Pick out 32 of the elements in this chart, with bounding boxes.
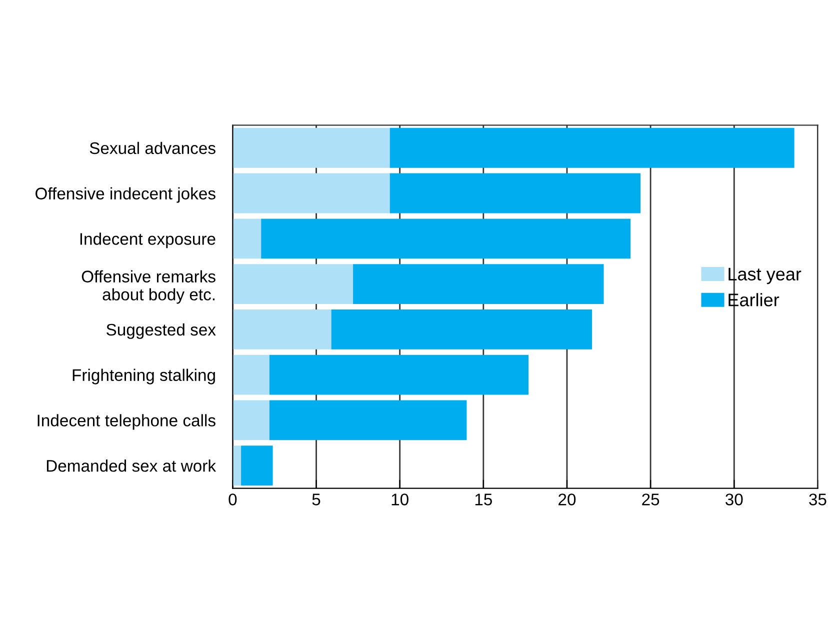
x-tick-label: 35	[809, 494, 826, 506]
x-tick-label: 30	[725, 494, 743, 506]
y-tick-label: Offensive indecent jokes	[36, 187, 216, 203]
bar	[232, 309, 332, 350]
bar	[241, 446, 273, 486]
x-tick-label: 20	[558, 494, 576, 506]
y-tick-label: Demanded sex at work	[46, 460, 216, 472]
bar	[269, 354, 529, 395]
bar	[232, 173, 390, 214]
bar	[232, 354, 270, 395]
y-tick-label: Indecent telephone calls	[38, 414, 216, 430]
bar	[331, 309, 592, 350]
bar	[390, 128, 794, 168]
x-tick-label: 25	[642, 494, 660, 506]
bar	[353, 264, 604, 304]
bar	[261, 218, 630, 259]
bar	[232, 446, 242, 486]
bar	[390, 173, 641, 214]
x-tick-label: 15	[475, 494, 492, 506]
bar	[232, 400, 270, 440]
x-tick-label: 0	[228, 494, 237, 506]
y-tick-label: Indecent exposure	[80, 232, 216, 248]
y-tick-label: Suggested sex	[106, 323, 216, 339]
bar	[232, 218, 262, 259]
y-tick-label: Sexual advances	[90, 142, 216, 154]
bar	[232, 264, 354, 304]
bar	[269, 400, 467, 440]
x-tick-label: 5	[312, 494, 320, 506]
y-tick-label: Frightening stalking	[72, 368, 215, 384]
y-tick-label: Offensive remarks about body etc.	[82, 270, 216, 304]
bar	[232, 128, 390, 168]
x-tick-label: 10	[392, 494, 408, 506]
